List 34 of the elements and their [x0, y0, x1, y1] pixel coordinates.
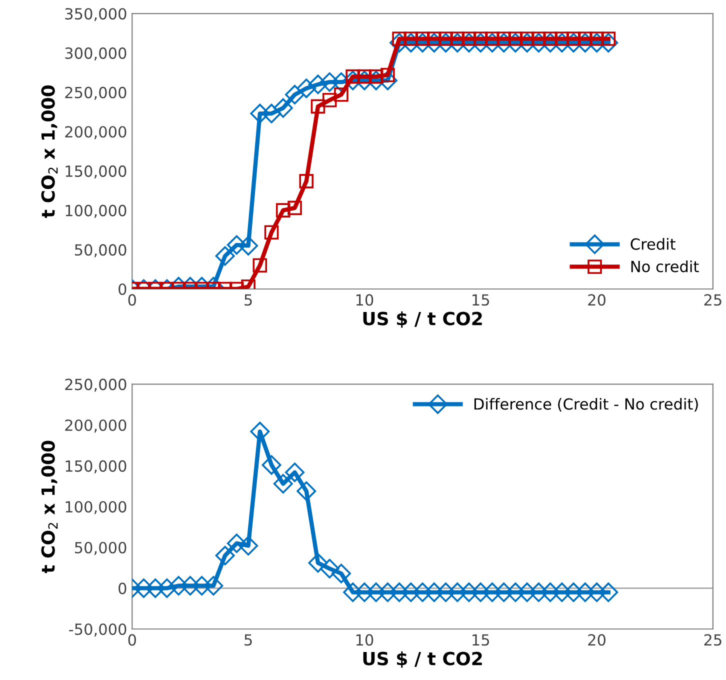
y-tick-label: 100,000 [66, 204, 126, 218]
y-tick-label: 200,000 [65, 126, 126, 140]
y-tick-label: 150,000 [66, 165, 126, 179]
y-tick-label: 350,000 [65, 8, 126, 22]
y-tick-label: 50,000 [74, 542, 126, 555]
x-axis-title: US $ / t CO2 [363, 651, 482, 668]
y-tick-label: 150,000 [66, 460, 126, 474]
y-tick-label: 100,000 [66, 501, 126, 514]
legend-label: Credit [630, 238, 676, 250]
y-tick-label: 250,000 [65, 86, 126, 100]
y-tick-label: -50,000 [69, 623, 126, 637]
y-tick-label: 50,000 [74, 244, 126, 258]
x-tick-label: 10 [356, 294, 374, 306]
x-tick-label: 25 [704, 294, 722, 306]
legend-label: Difference (Credit - No credit) [474, 398, 698, 412]
y-axis-title: t CO$_{2}$ x 1,000 [41, 85, 58, 218]
y-tick-label: 300,000 [65, 47, 126, 61]
x-tick-label: 15 [472, 294, 489, 306]
x-tick-label: 0 [128, 634, 136, 646]
x-tick-label: 0 [128, 294, 136, 306]
x-tick-label: 5 [244, 294, 252, 306]
x-tick-label: 20 [588, 294, 606, 306]
x-tick-label: 5 [244, 634, 252, 646]
y-tick-label: 200,000 [65, 419, 126, 433]
y-tick-label: 0 [118, 582, 126, 594]
x-tick-label: 10 [356, 634, 374, 646]
x-tick-label: 20 [588, 634, 606, 646]
x-axis-title: US $ / t CO2 [363, 311, 482, 328]
y-axis-title: t CO$_{2}$ x 1,000 [41, 440, 58, 574]
legend-label: No credit [631, 260, 699, 272]
y-tick-label: 250,000 [65, 378, 126, 392]
x-tick-label: 25 [704, 634, 722, 646]
x-tick-label: 15 [472, 634, 489, 646]
y-tick-label: 0 [118, 283, 126, 296]
